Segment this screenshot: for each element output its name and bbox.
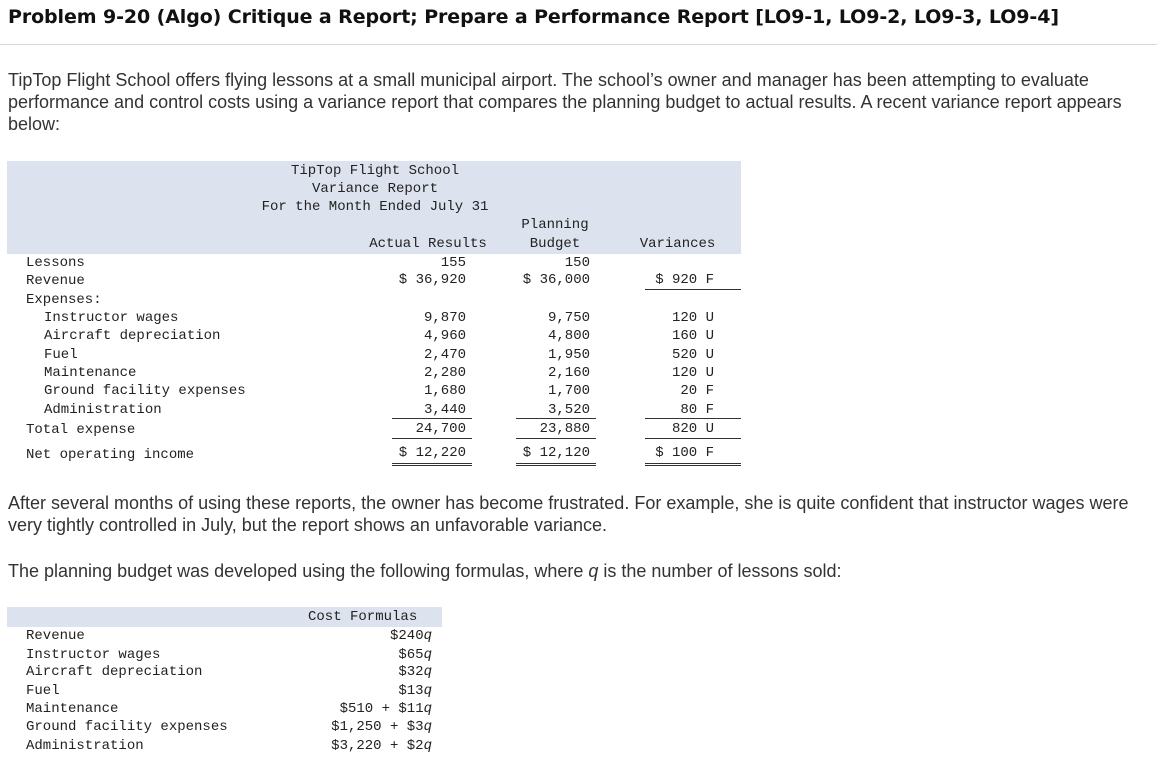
planning-net-operating-income: $ 12,120 — [522, 445, 590, 461]
expenses-header: Expenses: — [26, 292, 102, 308]
variance-expense-underline — [645, 418, 741, 419]
variance-fuel: 520 U — [671, 347, 714, 363]
planning-administration: 3,520 — [547, 402, 590, 418]
formula-ground-facility: $1,250 + $3q — [331, 719, 432, 735]
problem-title: Problem 9-20 (Algo) Critique a Report; P… — [8, 6, 1059, 28]
variance-noi-double-underline — [645, 463, 741, 466]
formula-label-aircraft-depreciation: Aircraft depreciation — [26, 664, 203, 680]
planning-maintenance: 2,160 — [547, 365, 590, 381]
actual-aircraft-depreciation: 4,960 — [423, 328, 466, 344]
variance-total-underline — [645, 438, 741, 439]
planning-lessons: 150 — [564, 255, 590, 271]
paragraph-formulas-text-after: is the number of lessons sold: — [598, 561, 842, 581]
paragraph-frustration: After several months of using these repo… — [8, 493, 1129, 535]
formula-fuel: $13q — [398, 683, 432, 699]
formula-label-instructor-wages: Instructor wages — [26, 647, 161, 663]
planning-aircraft-depreciation: 4,800 — [547, 328, 590, 344]
formula-label-administration: Administration — [26, 738, 144, 754]
row-label-instructor-wages: Instructor wages — [44, 310, 179, 326]
col-planning-header-1: Planning — [521, 217, 589, 233]
actual-instructor-wages: 9,870 — [423, 310, 466, 326]
actual-ground-facility: 1,680 — [423, 383, 466, 399]
title-divider — [0, 44, 1157, 45]
actual-maintenance: 2,280 — [423, 365, 466, 381]
actual-total-expense: 24,700 — [415, 421, 466, 437]
col-actual-header: Actual Results — [369, 236, 487, 252]
formula-label-ground-facility: Ground facility expenses — [26, 719, 228, 735]
paragraph-formulas-variable: q — [588, 561, 599, 581]
row-label-net-operating-income: Net operating income — [26, 447, 195, 463]
formula-label-maintenance: Maintenance — [26, 701, 119, 717]
actual-fuel: 2,470 — [423, 347, 466, 363]
formula-administration: $3,220 + $2q — [331, 738, 432, 754]
paragraph-formulas-intro: The planning budget was developed using … — [8, 560, 1148, 582]
row-label-ground-facility: Ground facility expenses — [44, 383, 246, 399]
actual-lessons: 155 — [440, 255, 466, 271]
report-header-shade — [7, 161, 741, 214]
variance-administration: 80 F — [680, 402, 714, 418]
actual-expense-underline — [392, 418, 472, 419]
variance-revenue: $ 920 F — [655, 272, 714, 288]
variance-ground-facility: 20 F — [680, 383, 714, 399]
planning-ground-facility: 1,700 — [547, 383, 590, 399]
row-label-fuel: Fuel — [44, 347, 78, 363]
row-label-aircraft-depreciation: Aircraft depreciation — [44, 328, 221, 344]
planning-total-expense: 23,880 — [539, 421, 590, 437]
variance-aircraft-depreciation: 160 U — [671, 328, 714, 344]
report-period: For the Month Ended July 31 — [261, 199, 489, 215]
row-label-maintenance: Maintenance — [44, 365, 137, 381]
formulas-header: Cost Formulas — [308, 609, 418, 625]
planning-expense-underline — [516, 418, 596, 419]
variance-net-operating-income: $ 100 F — [655, 445, 714, 461]
report-name: Variance Report — [311, 181, 439, 197]
formula-revenue: $240q — [389, 628, 432, 644]
formulas-header-shade — [7, 607, 442, 627]
formula-label-revenue: Revenue — [26, 628, 85, 644]
actual-total-underline — [392, 438, 472, 439]
report-company: TipTop Flight School — [290, 163, 460, 179]
variance-maintenance: 120 U — [671, 365, 714, 381]
intro-paragraph: TipTop Flight School offers flying lesso… — [8, 70, 1122, 134]
revenue-variance-underline — [645, 289, 741, 290]
actual-net-operating-income: $ 12,220 — [398, 445, 466, 461]
planning-instructor-wages: 9,750 — [547, 310, 590, 326]
row-label-revenue: Revenue — [26, 273, 85, 289]
col-planning-header-2: Budget — [529, 236, 581, 252]
actual-revenue: $ 36,920 — [398, 272, 466, 288]
formula-label-fuel: Fuel — [26, 683, 60, 699]
planning-noi-double-underline — [516, 463, 596, 466]
formula-instructor-wages: $65q — [398, 647, 432, 663]
row-label-administration: Administration — [44, 402, 162, 418]
formula-maintenance: $510 + $11q — [339, 701, 432, 717]
variance-total-expense: 820 U — [671, 421, 714, 437]
planning-revenue: $ 36,000 — [522, 272, 590, 288]
actual-noi-double-underline — [392, 463, 472, 466]
formula-aircraft-depreciation: $32q — [398, 664, 432, 680]
col-variances-header: Variances — [639, 236, 716, 252]
variance-instructor-wages: 120 U — [671, 310, 714, 326]
planning-fuel: 1,950 — [547, 347, 590, 363]
row-label-lessons: Lessons — [26, 255, 85, 271]
row-label-total-expense: Total expense — [26, 422, 136, 438]
actual-administration: 3,440 — [423, 402, 466, 418]
planning-total-underline — [516, 438, 596, 439]
column-header-shade — [7, 214, 741, 254]
paragraph-formulas-text-before: The planning budget was developed using … — [8, 561, 589, 581]
